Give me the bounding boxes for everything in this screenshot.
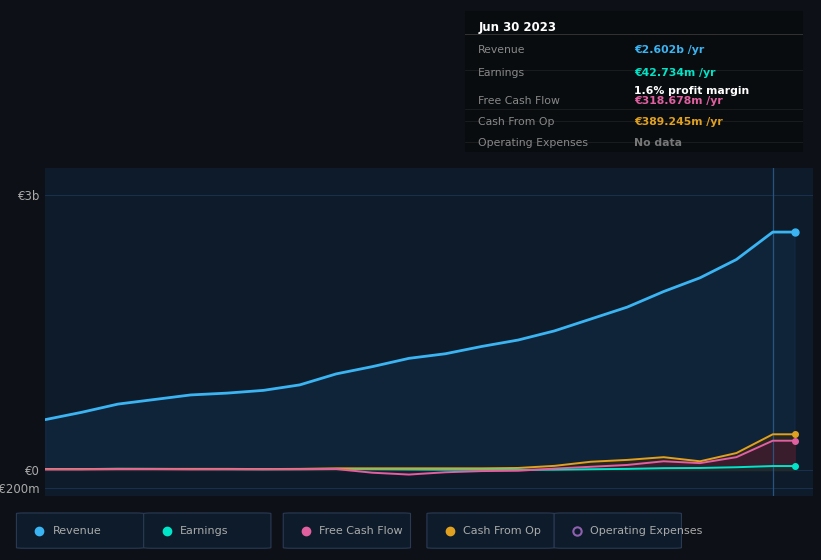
Text: Revenue: Revenue: [53, 526, 101, 535]
FancyBboxPatch shape: [427, 513, 554, 548]
Text: Earnings: Earnings: [478, 68, 525, 78]
Text: Operating Expenses: Operating Expenses: [590, 526, 703, 535]
Text: No data: No data: [634, 138, 681, 148]
Text: Revenue: Revenue: [478, 45, 525, 55]
Text: €42.734m /yr: €42.734m /yr: [634, 68, 715, 78]
Text: Free Cash Flow: Free Cash Flow: [319, 526, 403, 535]
Text: €318.678m /yr: €318.678m /yr: [634, 96, 722, 106]
FancyBboxPatch shape: [144, 513, 271, 548]
Text: Operating Expenses: Operating Expenses: [478, 138, 588, 148]
Text: Earnings: Earnings: [180, 526, 228, 535]
FancyBboxPatch shape: [554, 513, 681, 548]
Text: €389.245m /yr: €389.245m /yr: [634, 117, 722, 127]
Text: Cash From Op: Cash From Op: [463, 526, 541, 535]
FancyBboxPatch shape: [283, 513, 410, 548]
Text: Free Cash Flow: Free Cash Flow: [478, 96, 560, 106]
Text: 1.6% profit margin: 1.6% profit margin: [634, 86, 749, 96]
FancyBboxPatch shape: [16, 513, 144, 548]
Text: €2.602b /yr: €2.602b /yr: [634, 45, 704, 55]
Text: Jun 30 2023: Jun 30 2023: [478, 21, 556, 34]
Text: Cash From Op: Cash From Op: [478, 117, 555, 127]
